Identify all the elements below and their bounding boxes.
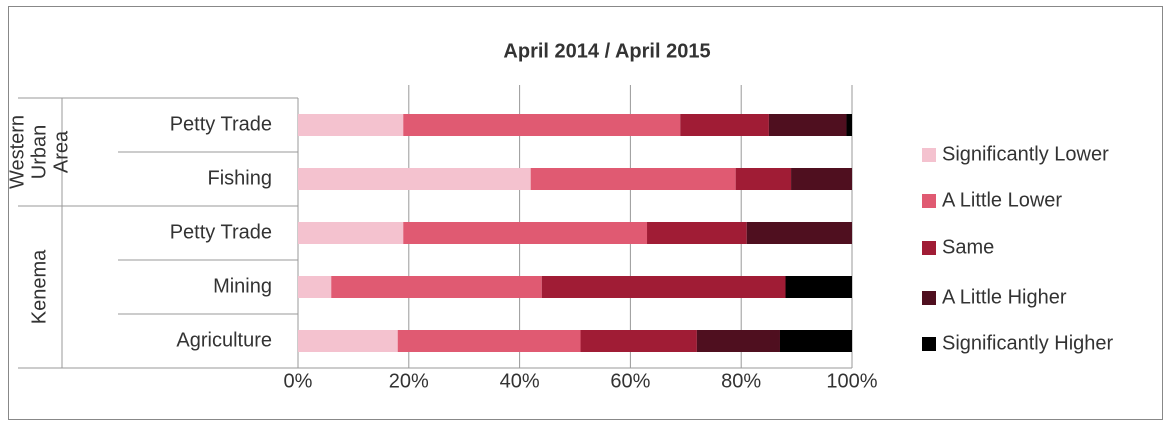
y-tick-label: Mining (213, 275, 272, 297)
x-tick-label: 80% (721, 370, 761, 392)
bar-segment (403, 114, 681, 136)
bar-segment (298, 114, 404, 136)
legend-label: A Little Higher (942, 286, 1067, 308)
bar-segment (298, 330, 398, 352)
bar-segment (298, 168, 531, 190)
bar-segment (680, 114, 769, 136)
group-label: Western (6, 115, 28, 189)
y-tick-label: Fishing (208, 167, 272, 189)
chart-border (8, 6, 1163, 420)
bar-segment (696, 330, 780, 352)
x-tick-label: 100% (826, 370, 877, 392)
bar-segment (580, 330, 697, 352)
legend-label: Significantly Lower (942, 143, 1109, 165)
legend-label: Significantly Higher (942, 332, 1114, 354)
bar-segment (403, 222, 648, 244)
bar-segment (331, 276, 542, 298)
bar-segment (846, 114, 852, 136)
x-tick-label: 20% (389, 370, 429, 392)
legend-swatch (922, 337, 936, 351)
bar-segment (746, 222, 852, 244)
bar-segment (768, 114, 847, 136)
bar-segment (791, 168, 852, 190)
x-tick-label: 0% (284, 370, 313, 392)
y-tick-label: Petty Trade (170, 113, 272, 135)
bar-segment (647, 222, 747, 244)
bar-segment (397, 330, 581, 352)
bar-segment (785, 276, 852, 298)
bar-segment (779, 330, 852, 352)
y-tick-label: Petty Trade (170, 221, 272, 243)
legend-swatch (922, 148, 936, 162)
bar-segment (735, 168, 792, 190)
group-label: Urban (28, 125, 50, 179)
group-label: Kenema (28, 249, 50, 324)
x-tick-label: 40% (500, 370, 540, 392)
y-tick-label: Agriculture (176, 329, 272, 351)
group-label: Area (50, 130, 72, 173)
x-tick-label: 60% (610, 370, 650, 392)
chart-title: April 2014 / April 2015 (503, 40, 710, 62)
legend-swatch (922, 194, 936, 208)
legend-swatch (922, 291, 936, 305)
legend-label: A Little Lower (942, 189, 1062, 211)
bar-segment (298, 276, 332, 298)
legend-swatch (922, 241, 936, 255)
bar-segment (298, 222, 404, 244)
bar-segment (541, 276, 786, 298)
bar-segment (530, 168, 736, 190)
legend-label: Same (942, 236, 994, 258)
